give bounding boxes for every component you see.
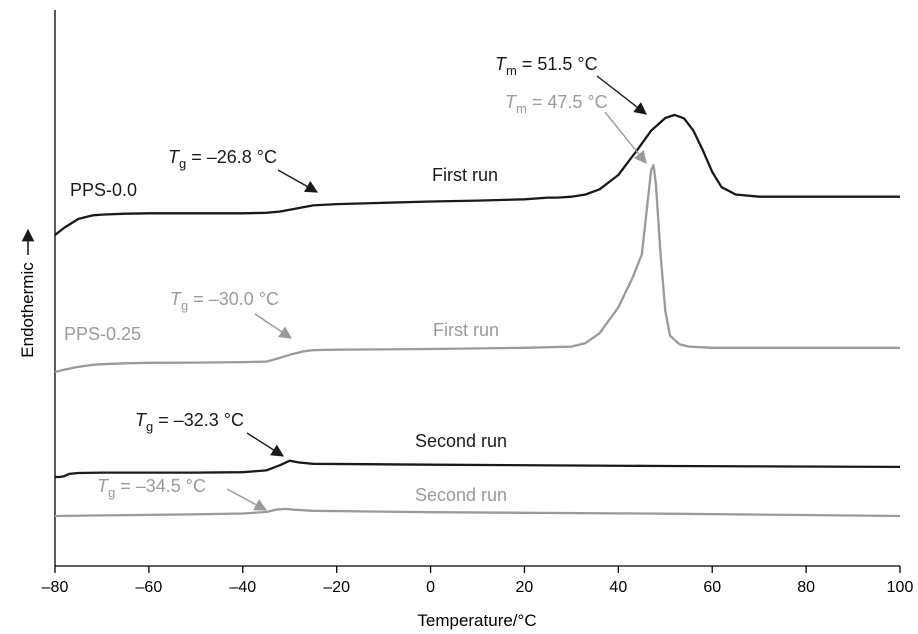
curve-pps-0-25-second-run: [54, 507, 901, 518]
arrow-tg-pps-0-25: [254, 313, 293, 339]
curve-pps-0-0-second-run: [55, 459, 901, 479]
annotation-tg-pps-0-25: Tg = –30.0 °C: [170, 289, 279, 313]
series-name-pps-0-0: PPS-0.0: [70, 180, 137, 200]
annotation-tg-second-black: Tg = –32.3 °C: [135, 410, 244, 434]
x-tick-label: 40: [609, 579, 627, 596]
x-tick-label: 60: [703, 579, 721, 596]
arrow-tm-pps-0-0: [596, 75, 647, 115]
arrow-tg-second-black: [246, 432, 285, 457]
y-axis-title: Endothermic: [18, 262, 37, 358]
x-tick-label: –80: [42, 579, 69, 596]
y-axis-title-group: Endothermic: [18, 228, 37, 358]
x-tick-label: 80: [797, 579, 815, 596]
curve-pps-0-0-first-run: [54, 113, 900, 236]
run-label-second-black: Second run: [415, 431, 507, 451]
x-axis-title: Temperature/°C: [417, 611, 536, 630]
arrow-tg-pps-0-0: [277, 169, 319, 193]
series-name-pps-0-25: PPS-0.25: [64, 324, 141, 344]
x-axis-ticks: –80 –60 –40 –20 0 20 40 60 80 100: [42, 566, 914, 596]
curve-pps-0-25-first-run: [54, 164, 900, 374]
annotation-tm-pps-0-25: Tm = 47.5 °C: [505, 92, 608, 116]
arrow-tm-pps-0-25: [604, 111, 647, 164]
x-tick-label: 0: [426, 579, 435, 596]
arrow-tg-second-gray: [226, 488, 268, 511]
annotation-tm-pps-0-0: Tm = 51.5 °C: [495, 54, 598, 78]
x-tick-label: 20: [516, 579, 534, 596]
x-tick-label: –40: [229, 579, 256, 596]
run-label-second-gray: Second run: [415, 485, 507, 505]
x-tick-label: –60: [136, 579, 163, 596]
annotation-tg-pps-0-0: Tg = –26.8 °C: [168, 147, 277, 171]
x-tick-label: –20: [323, 579, 350, 596]
run-label-pps-0-25-first: First run: [433, 320, 499, 340]
x-tick-label: 100: [887, 579, 914, 596]
run-label-pps-0-0-first: First run: [432, 165, 498, 185]
annotation-tg-second-gray: Tg = –34.5 °C: [97, 476, 206, 500]
